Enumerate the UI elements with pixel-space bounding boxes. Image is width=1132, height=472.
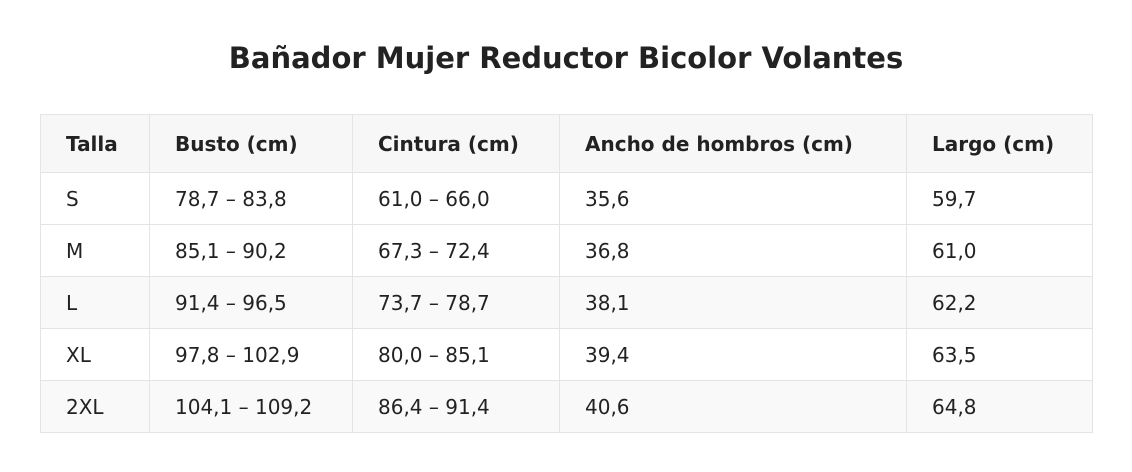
cell-talla: XL xyxy=(40,328,150,381)
cell-busto: 78,7 – 83,8 xyxy=(149,172,353,225)
table-row: XL 97,8 – 102,9 80,0 – 85,1 39,4 63,5 xyxy=(40,328,1093,381)
cell-cintura: 73,7 – 78,7 xyxy=(352,276,560,329)
cell-busto: 91,4 – 96,5 xyxy=(149,276,353,329)
size-chart-table: Talla Busto (cm) Cintura (cm) Ancho de h… xyxy=(40,114,1093,433)
cell-cintura: 61,0 – 66,0 xyxy=(352,172,560,225)
cell-talla: M xyxy=(40,224,150,277)
cell-largo: 61,0 xyxy=(906,224,1093,277)
cell-busto: 85,1 – 90,2 xyxy=(149,224,353,277)
cell-largo: 62,2 xyxy=(906,276,1093,329)
cell-ancho-hombros: 40,6 xyxy=(559,380,907,433)
cell-ancho-hombros: 39,4 xyxy=(559,328,907,381)
table-row: M 85,1 – 90,2 67,3 – 72,4 36,8 61,0 xyxy=(40,224,1093,277)
cell-cintura: 80,0 – 85,1 xyxy=(352,328,560,381)
table-row: 2XL 104,1 – 109,2 86,4 – 91,4 40,6 64,8 xyxy=(40,380,1093,433)
cell-largo: 64,8 xyxy=(906,380,1093,433)
cell-ancho-hombros: 36,8 xyxy=(559,224,907,277)
header-largo: Largo (cm) xyxy=(906,114,1093,173)
cell-busto: 97,8 – 102,9 xyxy=(149,328,353,381)
cell-ancho-hombros: 38,1 xyxy=(559,276,907,329)
cell-busto: 104,1 – 109,2 xyxy=(149,380,353,433)
cell-cintura: 67,3 – 72,4 xyxy=(352,224,560,277)
table-row: S 78,7 – 83,8 61,0 – 66,0 35,6 59,7 xyxy=(40,172,1093,225)
header-ancho-hombros: Ancho de hombros (cm) xyxy=(559,114,907,173)
cell-cintura: 86,4 – 91,4 xyxy=(352,380,560,433)
cell-largo: 59,7 xyxy=(906,172,1093,225)
header-cintura: Cintura (cm) xyxy=(352,114,560,173)
header-talla: Talla xyxy=(40,114,150,173)
page-title: Bañador Mujer Reductor Bicolor Volantes xyxy=(228,41,904,75)
table-row: L 91,4 – 96,5 73,7 – 78,7 38,1 62,2 xyxy=(40,276,1093,329)
table-header-row: Talla Busto (cm) Cintura (cm) Ancho de h… xyxy=(40,114,1093,173)
cell-talla: L xyxy=(40,276,150,329)
cell-largo: 63,5 xyxy=(906,328,1093,381)
cell-ancho-hombros: 35,6 xyxy=(559,172,907,225)
header-busto: Busto (cm) xyxy=(149,114,353,173)
cell-talla: S xyxy=(40,172,150,225)
cell-talla: 2XL xyxy=(40,380,150,433)
